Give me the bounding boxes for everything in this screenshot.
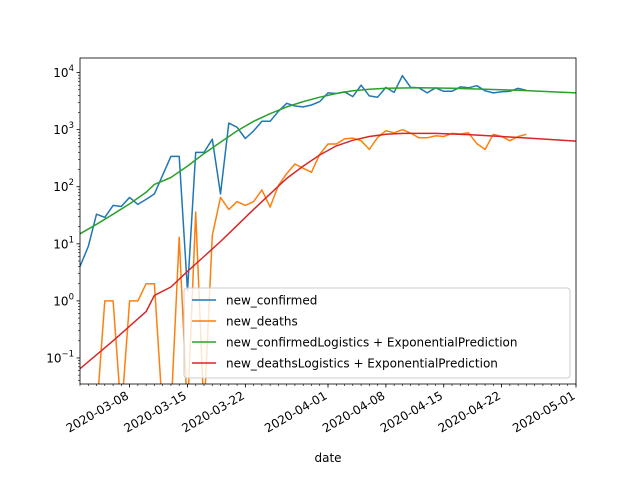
y-tick-label: 103 <box>53 121 74 137</box>
series-line-4 <box>80 132 576 370</box>
legend-label: new_deaths <box>226 315 298 329</box>
y-tick-label: 100 <box>53 292 74 308</box>
legend: new_confirmed new_deaths new_confirmedLogi… <box>183 287 571 379</box>
series-lines <box>80 74 576 384</box>
y-tick-label: 102 <box>53 178 74 194</box>
series-line-3 <box>80 87 576 235</box>
y-tick-label: 10−1 <box>46 349 74 365</box>
y-tick-label: 101 <box>53 235 74 251</box>
legend-label: new_deathsLogistics + ExponentialPredict… <box>226 357 498 371</box>
y-tick-label: 104 <box>53 64 74 80</box>
x-axis-label: date <box>314 451 341 465</box>
series-line-2 <box>97 128 527 384</box>
series-line-1 <box>80 74 527 292</box>
legend-label: new_confirmed <box>226 294 317 308</box>
legend-box <box>183 287 571 379</box>
y-axis: 10−1 100 101 102 103 104 <box>46 64 80 381</box>
legend-label: new_confirmedLogistics + ExponentialPred… <box>226 336 518 350</box>
